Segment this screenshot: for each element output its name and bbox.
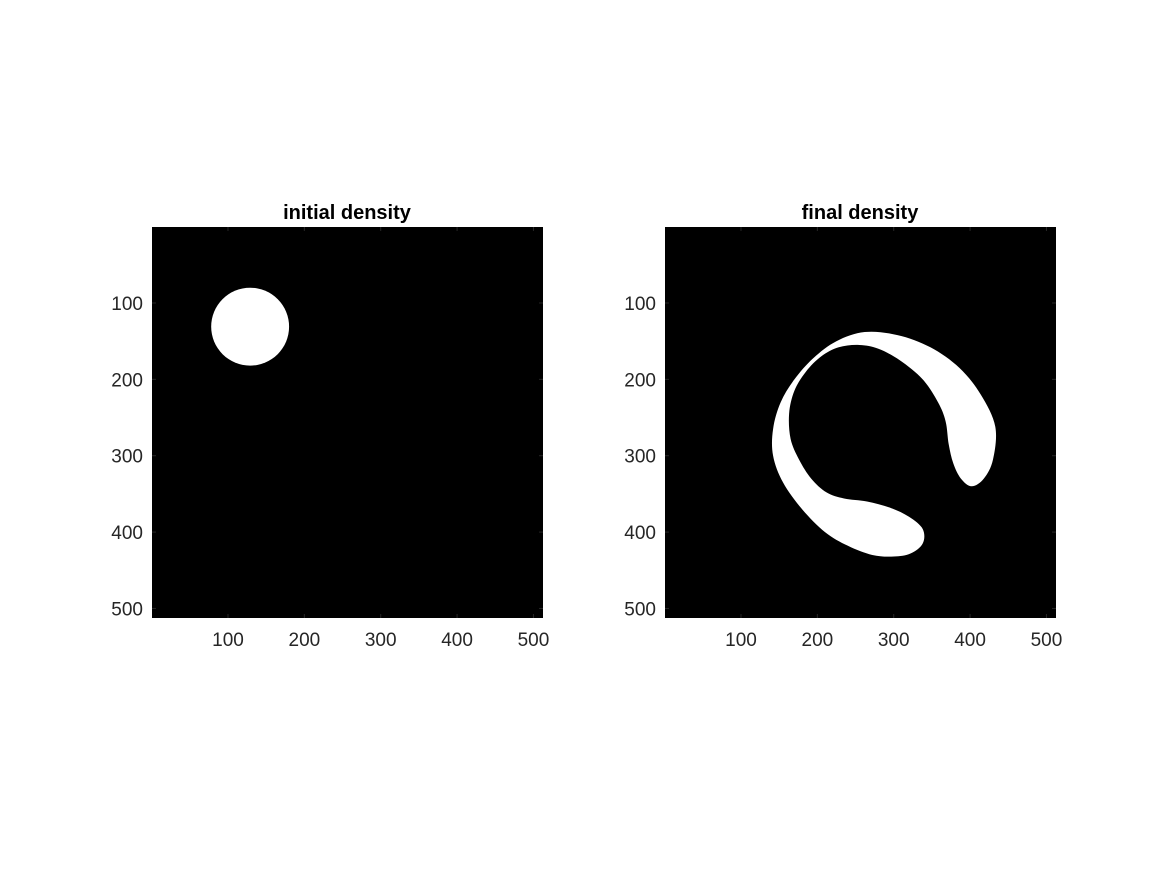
x-tick-label: 300 <box>878 630 910 651</box>
panel-initial-density: initial density 100 200 300 400 500 100 200 30… <box>111 202 549 651</box>
density-marks <box>211 287 290 366</box>
y-tick-label: 400 <box>111 523 143 544</box>
x-tick-label: 200 <box>289 630 321 651</box>
image-area <box>665 227 1056 618</box>
x-tick-label: 400 <box>954 630 986 651</box>
x-axis: 100 200 300 400 500 <box>725 227 1062 651</box>
density-marks <box>771 331 997 557</box>
chart-title: final density <box>802 202 920 224</box>
x-tick-label: 200 <box>802 630 834 651</box>
density-filament <box>771 331 997 557</box>
y-tick-label: 300 <box>111 447 143 468</box>
x-tick-label: 500 <box>518 630 550 651</box>
y-axis: 100 200 300 400 500 <box>111 294 543 620</box>
image-area <box>152 227 543 618</box>
chart-title: initial density <box>283 202 412 224</box>
y-tick-label: 200 <box>111 370 143 391</box>
x-tick-label: 400 <box>441 630 473 651</box>
x-tick-label: 100 <box>212 630 244 651</box>
y-tick-label: 300 <box>624 447 656 468</box>
y-tick-label: 400 <box>624 523 656 544</box>
y-axis: 100 200 300 400 500 <box>624 294 1056 620</box>
y-tick-label: 500 <box>111 599 143 620</box>
y-tick-label: 100 <box>111 294 143 315</box>
x-axis: 100 200 300 400 500 <box>212 227 549 651</box>
y-tick-label: 200 <box>624 370 656 391</box>
x-tick-label: 500 <box>1031 630 1063 651</box>
x-tick-label: 100 <box>725 630 757 651</box>
density-blob <box>211 287 290 366</box>
panel-final-density: final density 100 200 300 400 500 100 200 300 4… <box>624 202 1062 651</box>
x-tick-label: 300 <box>365 630 397 651</box>
y-tick-label: 500 <box>624 599 656 620</box>
y-tick-label: 100 <box>624 294 656 315</box>
